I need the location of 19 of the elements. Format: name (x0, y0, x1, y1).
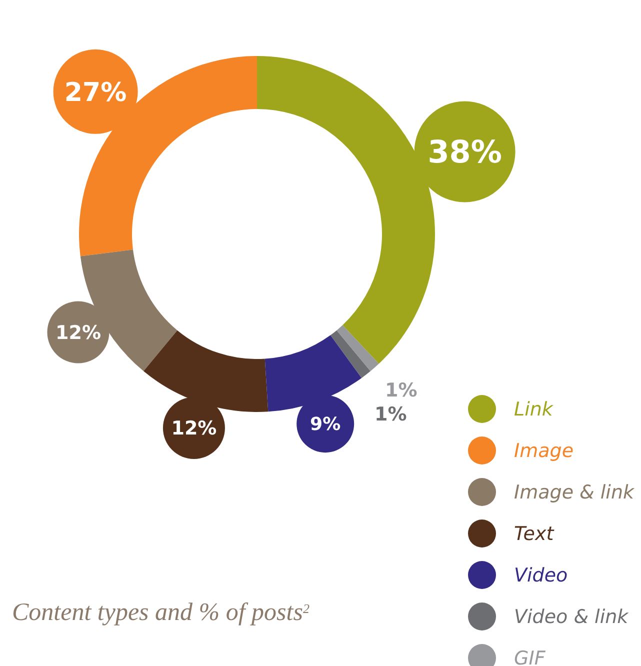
legend-label: Link (514, 398, 554, 421)
data-label: 38% (428, 134, 502, 171)
donut-slice (336, 325, 379, 372)
text: Content types and % of posts$^{2}$ (12, 599, 310, 626)
legend-label: GIF (514, 648, 546, 666)
data-label: 1% (385, 380, 418, 402)
data-label: 12% (171, 418, 217, 440)
legend-label: Image & link (514, 482, 635, 504)
donut-slice (330, 330, 370, 378)
legend-label: Video (514, 564, 568, 587)
legend-label: Text (514, 523, 556, 546)
legend-label: Image (514, 440, 574, 462)
data-label: 12% (55, 322, 101, 344)
donut-slice (264, 335, 362, 412)
data-label: 27% (64, 78, 127, 108)
legend-label: Video & link (514, 606, 630, 628)
data-label: 9% (310, 414, 341, 436)
data-label: 1% (374, 404, 407, 426)
donut-slice (144, 330, 268, 412)
